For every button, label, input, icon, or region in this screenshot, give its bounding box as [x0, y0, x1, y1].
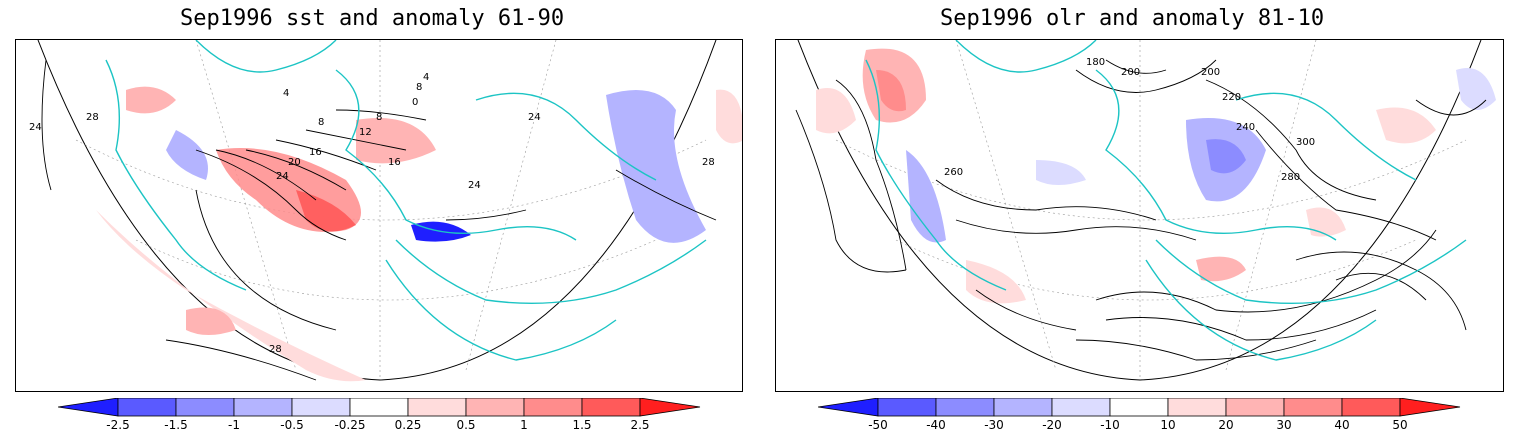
contour-label: 200	[1121, 67, 1140, 78]
contour-label: 8	[376, 112, 382, 123]
contour-label: 280	[1281, 172, 1300, 183]
contour-label: 0	[412, 97, 418, 108]
contour-label: 180	[1086, 57, 1105, 68]
contour-label: 300	[1296, 137, 1315, 148]
contour-label: 200	[1201, 67, 1220, 78]
left-colorbar-tick: -0.25	[334, 418, 366, 432]
contour-label: 16	[388, 157, 401, 168]
olr-contours	[795, 59, 1487, 361]
contour-label: 8	[318, 117, 324, 128]
left-colorbar-tick: 1.5	[572, 418, 592, 432]
contour-label: 28	[86, 112, 99, 123]
olr-coastlines	[865, 40, 1467, 361]
contour-label: 24	[276, 171, 289, 182]
left-colorbar-tick: 2.5	[630, 418, 650, 432]
right-map: 180 200 200 220 240 260 280 300	[775, 39, 1504, 392]
right-colorbar	[818, 398, 1461, 417]
contour-label: 260	[944, 167, 963, 178]
contour-label: 4	[283, 88, 289, 99]
olr-map-svg: 180 200 200 220 240 260 280 300	[795, 40, 1496, 381]
right-colorbar-tick: 50	[1392, 418, 1408, 432]
contour-label: 28	[269, 344, 282, 355]
right-colorbar-tick: -40	[926, 418, 946, 432]
contour-label: 220	[1222, 92, 1241, 103]
contour-label: 240	[1236, 122, 1255, 133]
contour-label: 12	[359, 127, 372, 138]
contour-label: 24	[29, 122, 42, 133]
contour-label: 4	[423, 72, 429, 83]
left-colorbar-tick: -1	[228, 418, 240, 432]
contour-label: 20	[288, 157, 301, 168]
right-colorbar-tick: -30	[984, 418, 1004, 432]
left-colorbar-tick: -2.5	[106, 418, 130, 432]
left-colorbar-tick: 0.5	[456, 418, 476, 432]
sst-anomaly-shading	[96, 86, 742, 382]
sst-map-svg: 24 28 0 4 4 8 8 8 12 16 16 20 24 24 24 2…	[29, 40, 742, 382]
right-colorbar-tick: -50	[868, 418, 888, 432]
left-map: 24 28 0 4 4 8 8 8 12 16 16 20 24 24 24 2…	[15, 39, 743, 392]
left-colorbar-tick: -1.5	[164, 418, 188, 432]
contour-label: 16	[309, 147, 322, 158]
left-colorbar	[58, 398, 701, 417]
right-colorbar-tick: 20	[1218, 418, 1234, 432]
left-panel-title: Sep1996 sst and anomaly 61-90	[180, 6, 565, 31]
left-colorbar-tick: -0.5	[280, 418, 304, 432]
right-colorbar-tick: 40	[1334, 418, 1350, 432]
left-colorbar-tick: 1	[520, 418, 528, 432]
contour-label: 24	[528, 112, 541, 123]
contour-label: 28	[702, 157, 715, 168]
right-panel-title: Sep1996 olr and anomaly 81-10	[940, 6, 1325, 31]
right-colorbar-tick: 30	[1276, 418, 1292, 432]
sst-coastlines	[105, 40, 707, 361]
right-colorbar-tick: -20	[1042, 418, 1062, 432]
contour-label: 8	[416, 82, 422, 93]
left-colorbar-tick: 0.25	[394, 418, 422, 432]
olr-anomaly-shading	[816, 48, 1496, 304]
right-colorbar-tick: 10	[1160, 418, 1176, 432]
contour-label: 24	[468, 180, 481, 191]
right-colorbar-tick: -10	[1100, 418, 1120, 432]
